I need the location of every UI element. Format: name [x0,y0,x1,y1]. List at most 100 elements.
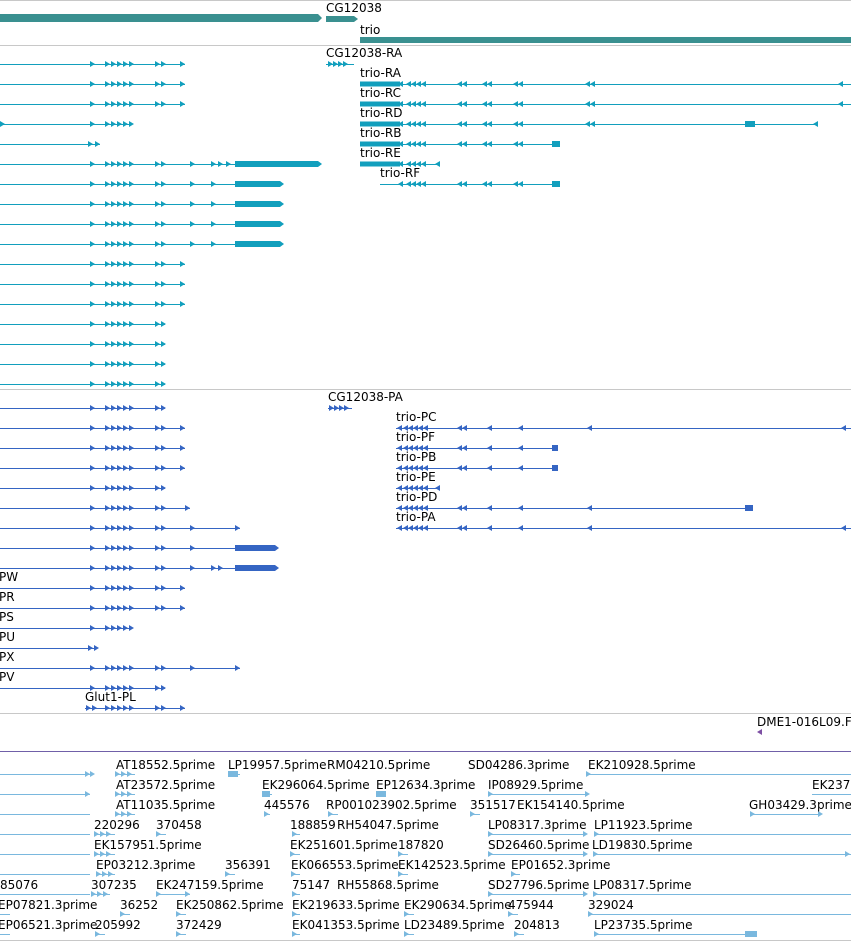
transcript-label[interactable]: trio-RE [360,146,401,160]
est-label[interactable]: 205992 [95,918,141,932]
exon-arrow [155,81,160,87]
est-label[interactable]: 188859 [290,818,336,832]
exon-arrow [408,485,413,491]
est-label[interactable]: LP08317.5prime [593,878,692,892]
est-label[interactable]: 370458 [156,818,202,832]
gene-label-trio[interactable]: trio [360,23,381,37]
est-label[interactable]: LP19957.5prime [228,758,327,772]
est-label[interactable]: 220296 [94,818,140,832]
est-label[interactable]: IP08929.5prime [488,778,584,792]
est-label[interactable]: EP03212.3prime [96,858,196,872]
exon-arrow [518,505,523,511]
est-label[interactable]: 445576 [264,798,310,812]
est-label[interactable]: LP23735.5prime [594,918,693,932]
transcript-label[interactable]: CG12038-RA [326,46,403,60]
est-label[interactable]: AT23572.5prime [116,778,216,792]
est-label[interactable]: RM04210.5prime [327,758,431,772]
gene-label-cg12038[interactable]: CG12038 [326,1,382,15]
est-label[interactable]: LD23489.5prime [404,918,505,932]
protein-label[interactable]: trio-PF [396,430,436,444]
protein-label[interactable]: PS [0,610,14,624]
exon-arrow [90,201,95,207]
est-label[interactable]: EK250862.5prime [176,898,284,912]
protein-label[interactable]: PW [0,570,19,584]
exon-arrow [513,121,518,127]
est-label[interactable]: EK219633.5prime [292,898,400,912]
transcript-label[interactable]: trio-RC [360,86,401,100]
est-label[interactable]: EK210928.5prime [588,758,696,772]
exon-arrow [117,281,122,287]
est-label[interactable]: RP001023902.5prime [326,798,457,812]
est-label[interactable]: LP11923.5prime [594,818,693,832]
est-label[interactable]: 75147 [292,878,331,892]
est-label[interactable]: 36252 [120,898,159,912]
exon-arrow [105,605,110,611]
est-label[interactable]: EK041353.5prime [292,918,400,932]
est-label[interactable]: SD26460.5prime [488,838,590,852]
transcript-label[interactable]: trio-RF [380,166,421,180]
exon-arrow [513,181,518,187]
est-label[interactable]: EK251601.5prime [290,838,398,852]
protein-label[interactable]: PU [0,630,16,644]
protein-label[interactable]: CG12038-PA [328,390,403,404]
est-label[interactable]: SD27796.5prime [488,878,590,892]
est-label[interactable]: GH03429.3prime [749,798,851,812]
protein-label[interactable]: PR [0,590,15,604]
exon-arrow [180,445,185,451]
est-label[interactable]: 372429 [176,918,222,932]
est-label[interactable]: EK290634.5prime [404,898,512,912]
exon-arrow [90,381,95,387]
exon-arrow [129,405,134,411]
est-label[interactable]: EP01652.3prime [511,858,611,872]
est-label[interactable]: EK157951.5prime [94,838,202,852]
est-label[interactable]: EK066553.5prime [291,858,399,872]
protein-label[interactable]: Glut1-PL [85,690,136,704]
protein-label[interactable]: PV [0,670,15,684]
transcript-label[interactable]: trio-RD [360,106,403,120]
exon-arrow [90,61,95,67]
est-label[interactable]: EP07821.3prime [0,898,98,912]
exon-arrow [111,705,116,711]
est-label[interactable]: LD19830.5prime [592,838,693,852]
exon-arrow [129,221,134,227]
est-label[interactable]: AT18552.5prime [116,758,216,772]
est-label[interactable]: EK237 [812,778,851,792]
est-label[interactable]: 351517 [470,798,516,812]
est-label[interactable]: 85076 [0,878,39,892]
exon-arrow [211,181,216,187]
protein-label[interactable]: trio-PA [396,510,436,524]
exon-arrow [398,141,403,147]
exon-arrow [105,281,110,287]
est-label[interactable]: EP12634.3prime [376,778,476,792]
est-label[interactable]: EK296064.5prime [262,778,370,792]
est-label[interactable]: LP08317.3prime [488,818,587,832]
est-label[interactable]: RH55868.5prime [337,878,439,892]
est-label[interactable]: RH54047.5prime [337,818,439,832]
est-label[interactable]: 187820 [398,838,444,852]
est-label[interactable]: EK247159.5prime [156,878,264,892]
est-label[interactable]: 204813 [514,918,560,932]
exon-block [360,81,400,87]
protein-label[interactable]: PX [0,650,15,664]
est-label[interactable]: 475944 [508,898,554,912]
clone-label[interactable]: DME1-016L09.F [757,715,851,729]
est-label[interactable]: 356391 [225,858,271,872]
protein-label[interactable]: trio-PE [396,470,436,484]
est-label[interactable]: 329024 [588,898,634,912]
est-label[interactable]: EP06521.3prime [0,918,98,932]
est-label[interactable]: SD04286.3prime [468,758,570,772]
transcript-label[interactable]: trio-RA [360,66,401,80]
exon-arrow [482,181,487,187]
est-label[interactable]: EK154140.5prime [517,798,625,812]
exon-arrow [435,485,440,491]
exon-arrow [90,465,95,471]
protein-label[interactable]: trio-PD [396,490,438,504]
exon-arrow [90,361,95,367]
est-label[interactable]: EK142523.5prime [398,858,506,872]
est-label[interactable]: 307235 [91,878,137,892]
exon-arrow [123,545,128,551]
est-label[interactable]: AT11035.5prime [116,798,216,812]
protein-label[interactable]: trio-PC [396,410,437,424]
transcript-label[interactable]: trio-RB [360,126,402,140]
protein-label[interactable]: trio-PB [396,450,437,464]
